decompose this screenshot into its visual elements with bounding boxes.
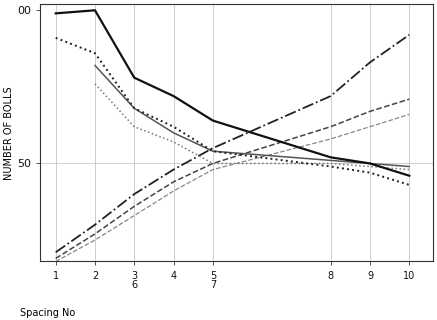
Y-axis label: NUMBER OF BOLLS: NUMBER OF BOLLS [4,86,14,180]
Text: Spacing No: Spacing No [21,308,76,318]
